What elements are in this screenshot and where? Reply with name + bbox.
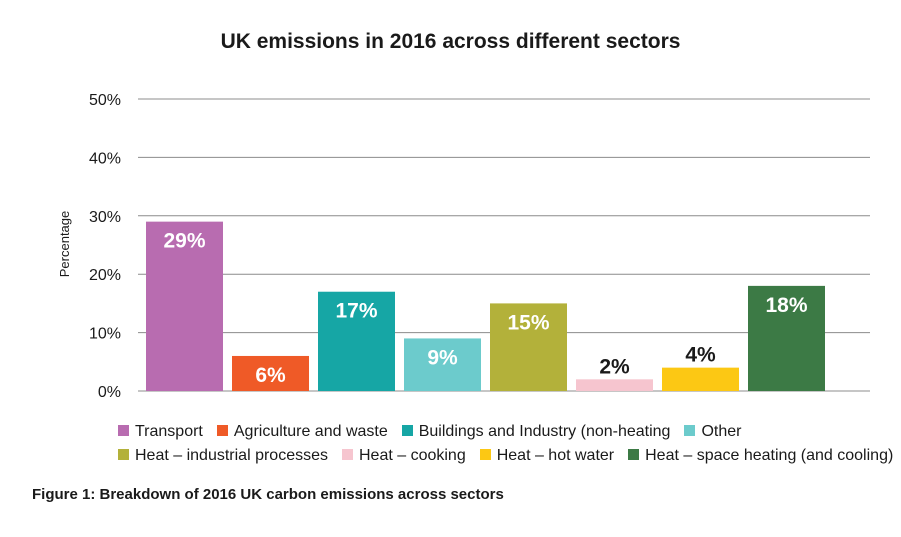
legend-label: Heat – hot water [496,447,615,464]
legend-swatch [401,425,413,436]
y-axis-ticks: 0% 10% 20% 30% 40% 50% [89,92,121,401]
y-tick-label: 50% [89,92,121,109]
y-tick-label: 40% [89,150,121,167]
y-axis-label: Percentage [57,211,72,278]
legend-row: Heat – industrial processes Heat – cookin… [118,444,898,468]
y-tick-label: 0% [98,384,121,401]
legend-label: Buildings and Industry (non-heating [418,423,671,440]
legend-swatch [216,425,228,436]
bar-value-label: 2% [599,355,630,378]
legend-item: Transport [118,420,203,444]
legend-item: Agriculture and waste [216,420,388,444]
legend-label: Heat – cooking [358,447,466,464]
bar-chart: 0% 10% 20% 30% 40% 50% Percentage 29% 6% 17% 9% 1… [57,92,870,401]
legend-item: Other [684,420,741,444]
bar [490,303,567,391]
legend-label: Agriculture and waste [233,423,388,440]
data-labels: 29% 6% 17% 9% 15% 2% 4% 18% [163,230,807,387]
bar-value-label: 18% [765,294,807,317]
legend-item: Heat – industrial processes [118,444,328,468]
legend-item: Buildings and Industry (non-heating [401,420,671,444]
bar [318,291,395,391]
legend-label: Heat – space heating (and cooling) [645,447,894,464]
legend-item: Heat – hot water [479,444,615,468]
legend-item: Heat – space heating (and cooling) [628,444,893,468]
legend-swatch [341,449,353,460]
bar [662,367,739,391]
bar-value-label: 17% [335,300,377,323]
bar [404,338,481,391]
legend-item: Heat – cooking [341,444,466,468]
legend-swatch [479,449,491,460]
bar-value-label: 6% [255,364,286,387]
legend-swatch [684,425,696,436]
bar [748,285,825,391]
bars [146,221,825,391]
bar [576,379,653,391]
chart-title: UK emissions in 2016 across different se… [220,30,681,53]
y-tick-label: 30% [89,209,121,226]
bar [232,355,309,391]
legend-swatch [118,425,129,436]
bar-value-label: 29% [163,230,205,253]
legend-label: Heat – industrial processes [135,447,328,464]
bar-value-label: 4% [685,344,716,367]
figure-caption: Figure 1: Breakdown of 2016 UK carbon em… [32,486,504,503]
bar-value-label: 15% [507,311,549,334]
bar [146,221,223,391]
legend-row: Transport Agriculture and waste Buildings … [118,420,898,444]
legend-label: Transport [135,423,203,440]
legend-label: Other [701,423,742,440]
legend: Transport Agriculture and waste Buildings … [118,420,898,468]
y-tick-label: 10% [89,326,121,343]
bar-value-label: 9% [427,346,458,369]
legend-swatch [628,449,640,460]
legend-swatch [118,449,129,460]
y-tick-label: 20% [89,267,121,284]
